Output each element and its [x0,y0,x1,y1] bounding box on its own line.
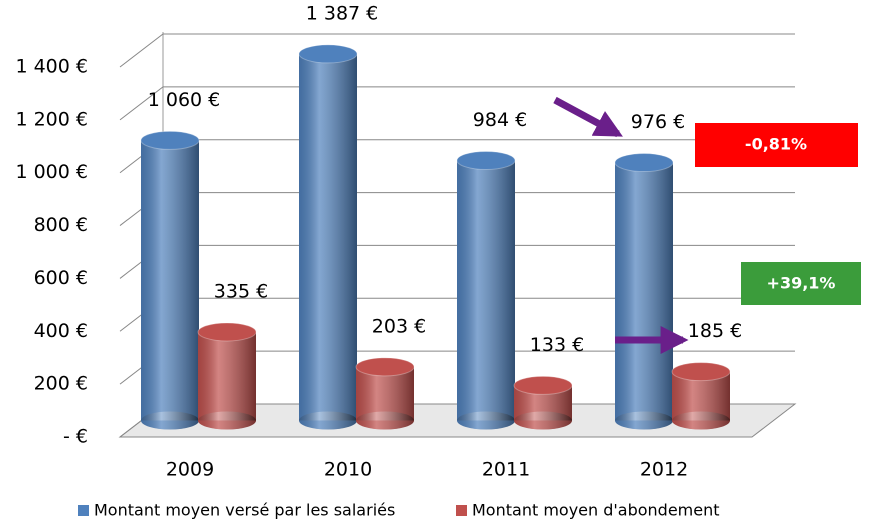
shade [141,140,199,421]
y-tick-label: 200 € [34,373,88,395]
value-label: 133 € [530,334,584,356]
bar-top [197,322,257,342]
bar-top [614,153,674,173]
value-label: 984 € [473,109,527,131]
shade [198,331,256,421]
value-label: 1 060 € [148,89,221,111]
x-tick-label: 2011 [482,459,530,481]
value-label: 1 387 € [306,2,379,24]
legend-label: Montant moyen versé par les salariés [94,501,395,520]
value-label: 335 € [214,280,268,302]
bar-top [671,362,731,382]
annotation-box [741,262,861,305]
x-tick-label: 2010 [324,459,372,481]
bar-top [513,375,573,395]
annotation-box [695,123,858,167]
legend-swatch [78,505,89,516]
y-tick-label: 600 € [34,267,88,289]
grid-line [119,86,795,121]
annotation: -0,81% [745,135,807,154]
y-tick-label: 400 € [34,320,88,342]
y-tick-label: 1 000 € [15,161,88,183]
shade [615,162,673,421]
bar-top [456,150,516,170]
annotation: +39,1% [767,274,836,293]
bar-top [140,130,200,150]
bar-top [355,357,415,377]
shade [299,53,357,421]
y-tick-label: 800 € [34,214,88,236]
legend-swatch [456,505,467,516]
value-label: 976 € [631,111,685,133]
x-tick-label: 2009 [166,459,214,481]
shade [457,160,515,421]
y-tick-label: 1 400 € [15,56,88,78]
legend-label: Montant moyen d'abondement [472,501,720,520]
grid-line [119,33,795,68]
value-label: 185 € [688,320,742,342]
arrow [553,96,623,138]
y-tick-label: 1 200 € [15,108,88,130]
bar-top [298,44,358,64]
value-label: 203 € [372,315,426,337]
x-tick-label: 2012 [640,459,688,481]
y-tick-label: - € [63,426,88,448]
